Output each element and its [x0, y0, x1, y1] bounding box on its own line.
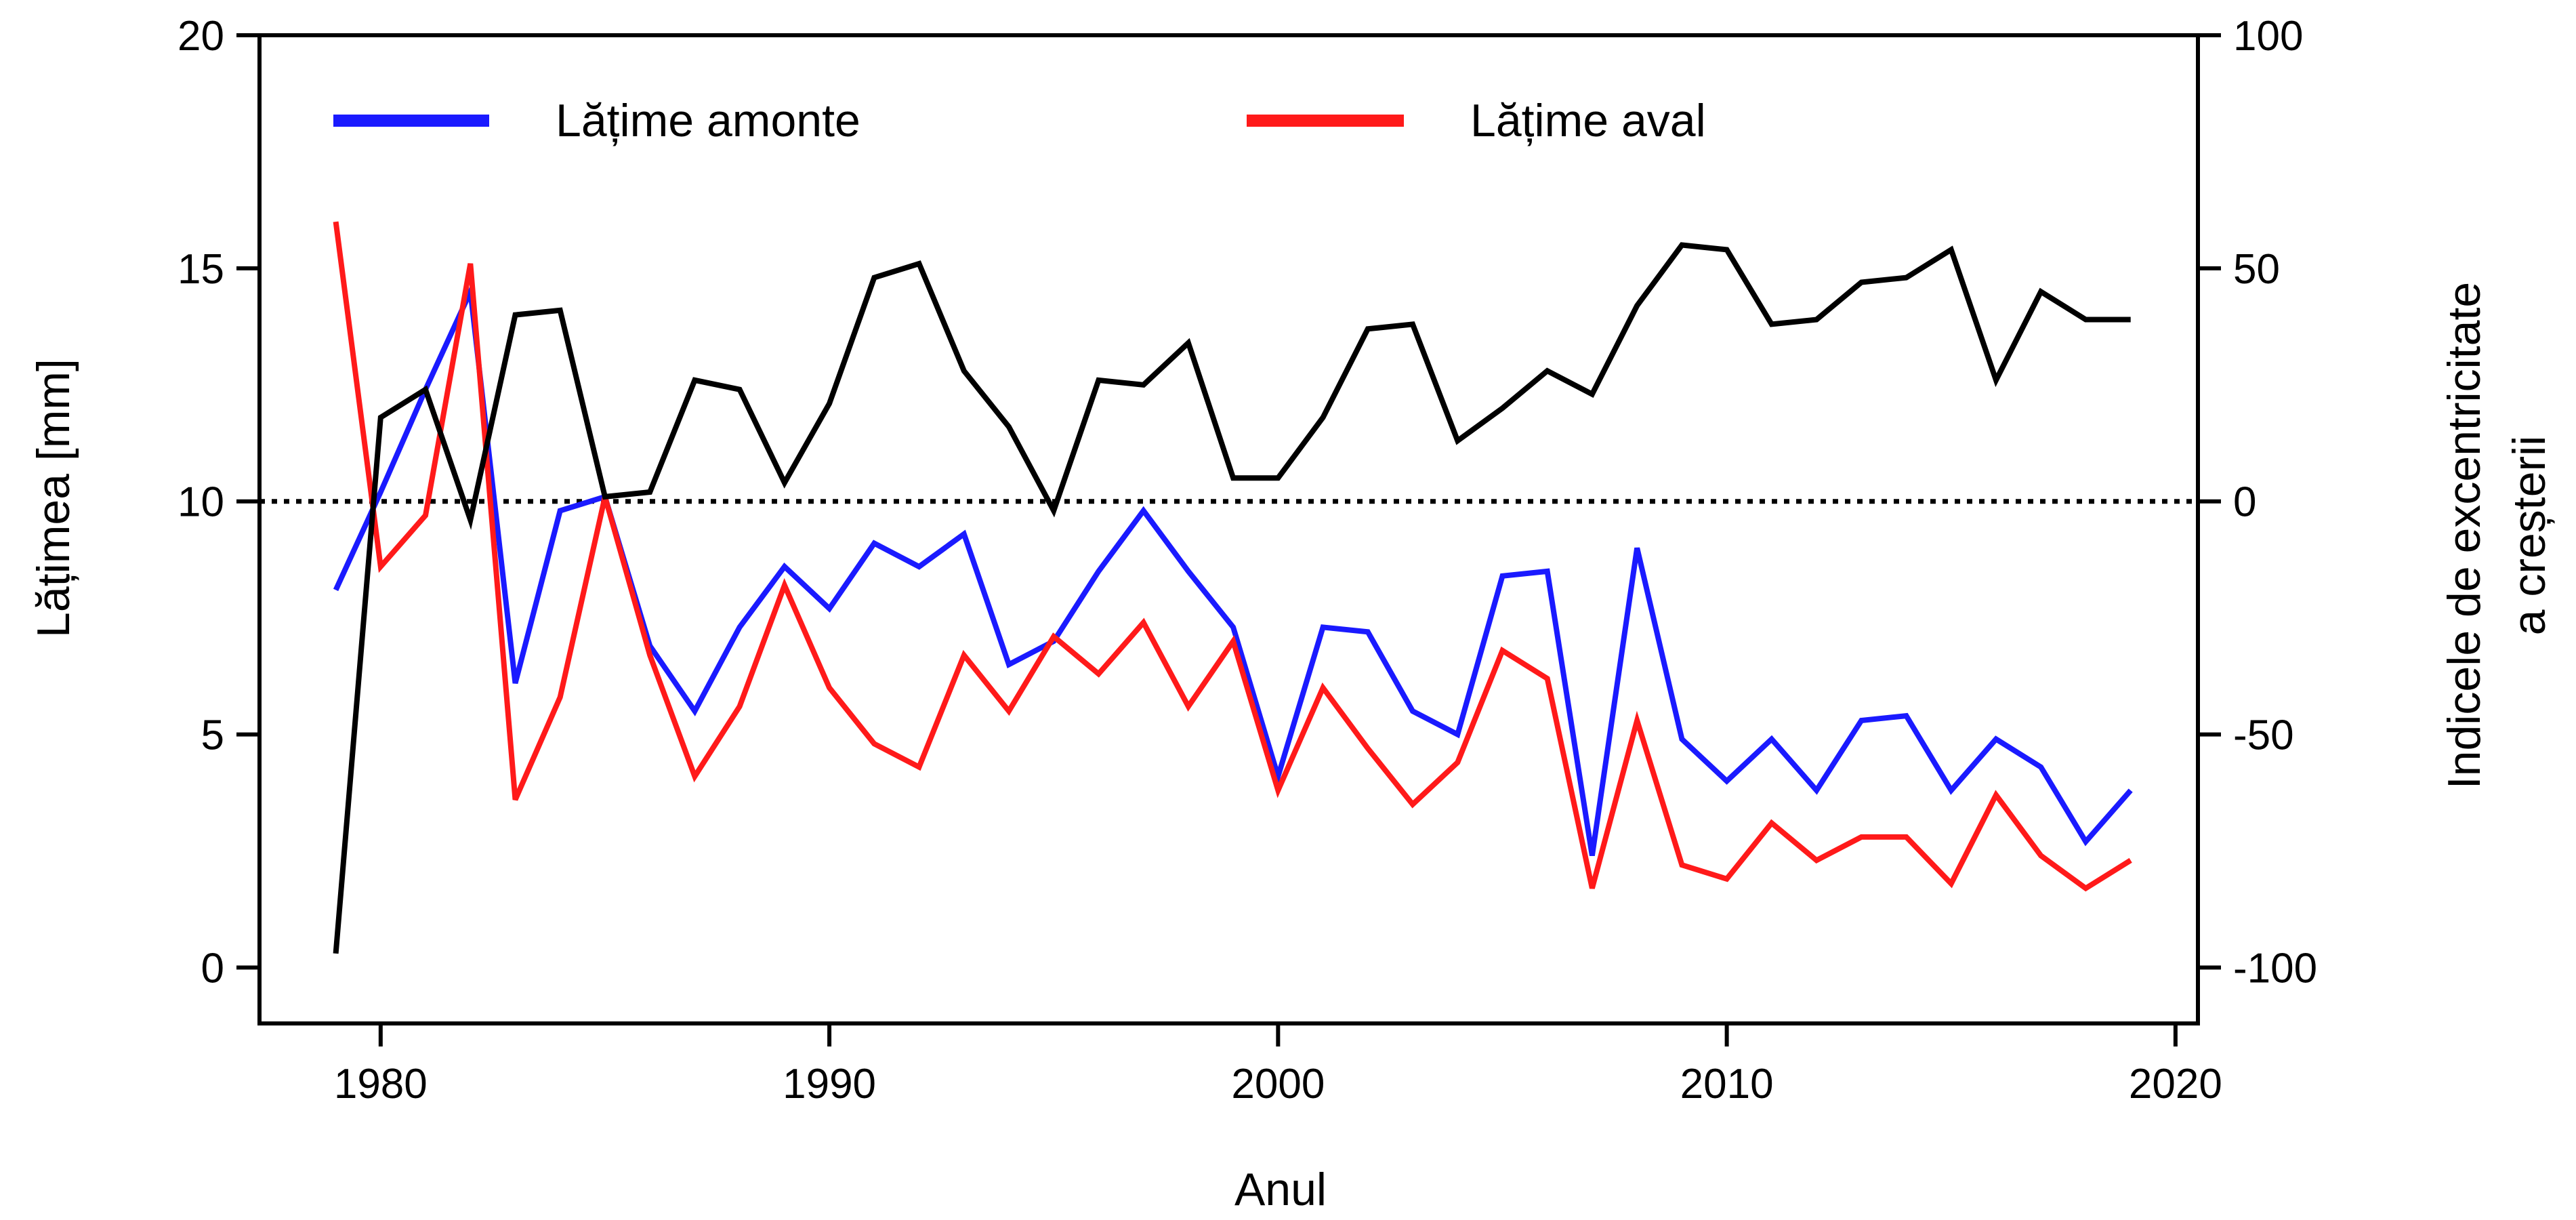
series-layer [333, 221, 2133, 954]
y-right-tick-label: 100 [2233, 13, 2303, 60]
y-left-tick-label: 10 [178, 479, 224, 526]
plot-frame [257, 33, 2200, 1025]
legend: Lățime amonte Lățime aval [333, 95, 1706, 146]
downstream-width-line [333, 221, 2132, 892]
x-tick-label: 2020 [2129, 1061, 2222, 1107]
y-axis-right: -100 -50 0 50 100 [2198, 13, 2317, 992]
y-right-tick-label: 0 [2233, 479, 2256, 526]
y-left-tick-label: 15 [178, 246, 224, 293]
x-axis-title: Anul [1234, 1164, 1327, 1215]
x-tick-label: 2000 [1231, 1061, 1325, 1107]
y-axis-left-title: Lățimea [mm] [28, 359, 79, 638]
plot-border [257, 33, 2200, 1025]
upstream-width-line [333, 281, 2133, 857]
y-left-tick-label: 20 [178, 13, 224, 60]
y-axis-left: 0 5 10 15 20 [178, 13, 259, 992]
eccentricity-index-line [333, 242, 2131, 954]
y-right-tick-label: -50 [2233, 712, 2294, 759]
y-right-tick-label: 50 [2233, 246, 2280, 293]
x-tick-label: 1990 [783, 1061, 876, 1107]
y-axis-right-title-line-1: Indicele de excentricitate [2438, 282, 2490, 789]
legend-label-aval: Lățime aval [1470, 95, 1706, 146]
x-tick-label: 2010 [1680, 1061, 1774, 1107]
x-axis: 1980 1990 2000 2010 2020 [334, 1023, 2222, 1107]
y-right-tick-label: -100 [2233, 945, 2317, 992]
y-left-tick-label: 5 [201, 712, 224, 759]
x-tick-label: 1980 [334, 1061, 428, 1107]
y-axis-right-title-line-2: a creșterii [2504, 436, 2555, 636]
y-left-tick-label: 0 [201, 945, 224, 992]
legend-label-amonte: Lățime amonte [556, 95, 860, 146]
